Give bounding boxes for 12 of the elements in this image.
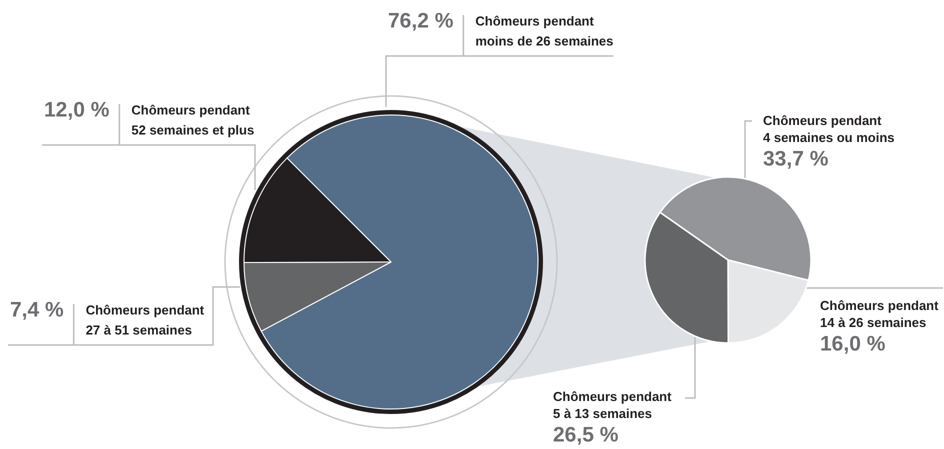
data-label: 12,0 %: [44, 98, 110, 122]
slice-label: Chômeurs pendant 4 semaines ou moins: [763, 113, 894, 145]
data-label: 26,5 %: [553, 424, 619, 446]
data-label: 16,0 %: [820, 332, 886, 356]
slice-label: Chômeurs pendant 27 à 51 semaines: [86, 302, 205, 338]
data-label: 33,7 %: [763, 148, 829, 170]
slice-label: Chômeurs pendant 52 semaines et plus: [131, 102, 254, 138]
slice-label: Chômeurs pendant 5 à 13 semaines: [553, 389, 672, 421]
slice-label: Chômeurs pendant moins de 26 semaines: [475, 14, 614, 48]
slice-label: Chômeurs pendant 14 à 26 semaines: [820, 298, 940, 330]
data-label: 76,2 %: [388, 10, 454, 32]
data-label: 7,4 %: [10, 298, 64, 322]
